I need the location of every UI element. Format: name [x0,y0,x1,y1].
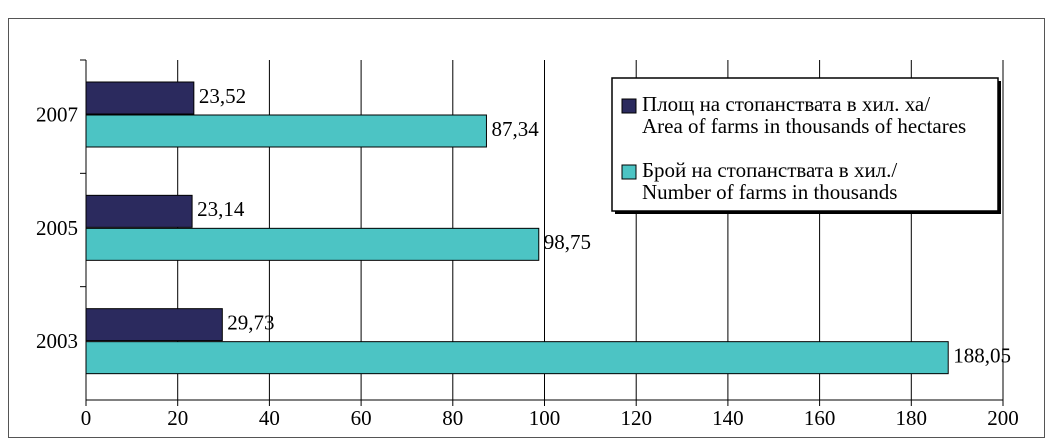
x-tick-label: 40 [259,406,280,430]
bar [85,227,540,261]
data-label: 23,52 [199,84,246,108]
legend-label: Брой на стопанствата в хил./Number of fa… [642,158,897,204]
x-tick-label: 120 [620,406,652,430]
data-label: 29,73 [227,310,274,334]
bar [85,81,195,115]
data-label: 87,34 [491,117,539,141]
x-tick-label: 180 [896,406,928,430]
bar [85,194,193,228]
x-tick-label: 60 [351,406,372,430]
x-tick-label: 20 [167,406,188,430]
y-tick-label: 2007 [36,102,78,126]
legend-swatch [621,164,637,180]
data-label: 98,75 [544,230,591,254]
data-label: 188,05 [953,343,1011,367]
x-tick-label: 0 [81,406,92,430]
y-tick-label: 2005 [36,216,78,240]
legend-label: Площ на стопанствата в хил. ха/Area of f… [642,92,966,138]
data-label: 23,14 [197,197,245,221]
legend-swatch [621,98,637,114]
bar [85,308,223,342]
x-tick-label: 80 [442,406,463,430]
x-tick-label: 140 [712,406,744,430]
x-tick-label: 100 [529,406,561,430]
bar [85,341,949,375]
bar [85,114,487,148]
x-tick-label: 200 [987,406,1019,430]
y-tick-label: 2003 [36,329,78,353]
legend [611,77,999,212]
x-tick-label: 160 [804,406,836,430]
